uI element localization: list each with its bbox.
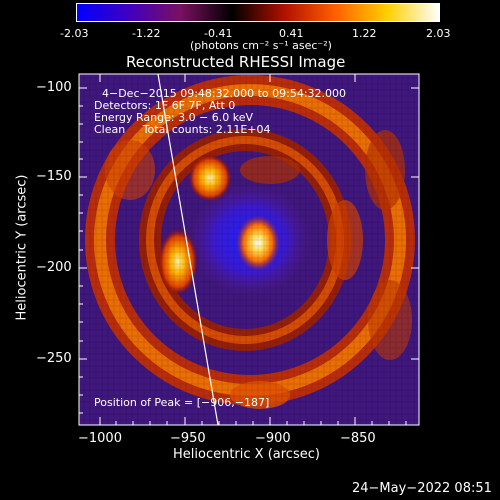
image-data — [79, 74, 419, 425]
x-axis-label: Heliocentric X (arcsec) — [173, 447, 320, 462]
x-tick-label: −850 — [340, 431, 376, 446]
colorbar-tick: -1.22 — [132, 27, 161, 40]
annotation-peak: Position of Peak = [−906,−187] — [94, 396, 270, 409]
colorbar — [76, 3, 440, 22]
x-axis-ticks — [99, 74, 407, 425]
colorbar-units: (photons cm⁻² s⁻¹ asec⁻²) — [190, 39, 332, 52]
colorbar-tick: 0.41 — [279, 27, 304, 40]
y-tick-label: −200 — [36, 260, 72, 275]
y-tick-label: −250 — [36, 351, 72, 366]
y-tick-label: −150 — [36, 169, 72, 184]
x-tick-label: −1000 — [78, 431, 122, 446]
colorbar-tick: -0.41 — [204, 27, 233, 40]
x-tick-label: −900 — [255, 431, 291, 446]
plot-title: Reconstructed RHESSI Image — [126, 53, 346, 71]
colorbar-tick: 2.03 — [426, 27, 451, 40]
colorbar-tick: -2.03 — [60, 27, 89, 40]
annotation-energy: Energy Range: 3.0 − 6.0 keV — [94, 111, 254, 124]
y-axis-ticks — [79, 87, 419, 414]
footer-timestamp: 24−May−2022 08:51 — [352, 481, 492, 496]
colorbar-tick: 1.22 — [352, 27, 377, 40]
y-axis-label: Heliocentric Y (arcsec) — [14, 174, 30, 321]
annotation-time: 4−Dec−2015 09:48:32.000 to 09:54:32.000 — [102, 87, 347, 100]
x-tick-label: −950 — [170, 431, 206, 446]
annotation-detectors: Detectors: 1F 6F 7F, Att 0 — [94, 99, 236, 112]
annotation-method: Clean Total counts: 2.11E+04 — [94, 123, 271, 136]
y-tick-label: −100 — [36, 80, 72, 95]
